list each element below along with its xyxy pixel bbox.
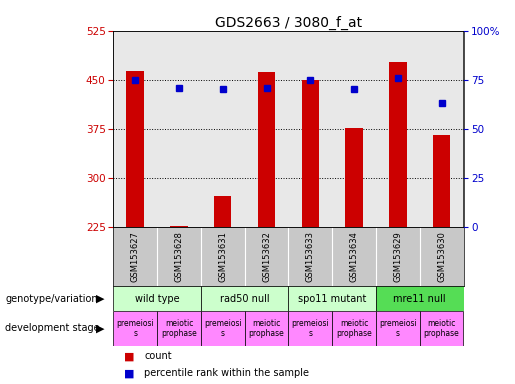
Bar — [433, 135, 450, 227]
Bar — [389, 62, 406, 227]
Text: GSM153628: GSM153628 — [175, 231, 183, 282]
Text: meiotic
prophase: meiotic prophase — [161, 319, 197, 338]
Bar — [126, 71, 144, 227]
Bar — [245, 311, 288, 346]
Text: premeiosi
s: premeiosi s — [291, 319, 329, 338]
Bar — [420, 311, 464, 346]
Bar — [113, 286, 201, 311]
Bar — [201, 286, 288, 311]
Text: spo11 mutant: spo11 mutant — [298, 293, 366, 304]
Text: GSM153634: GSM153634 — [350, 231, 358, 282]
Text: ■: ■ — [124, 368, 134, 378]
Bar — [288, 311, 332, 346]
Text: rad50 null: rad50 null — [220, 293, 269, 304]
Bar — [157, 311, 201, 346]
Text: premeiosi
s: premeiosi s — [204, 319, 242, 338]
Bar — [113, 311, 157, 346]
Text: GSM153630: GSM153630 — [437, 231, 446, 282]
Bar — [376, 311, 420, 346]
Text: count: count — [144, 351, 172, 361]
Bar — [332, 311, 376, 346]
Text: meiotic
prophase: meiotic prophase — [424, 319, 459, 338]
Text: GSM153633: GSM153633 — [306, 231, 315, 282]
Text: GSM153627: GSM153627 — [131, 231, 140, 282]
Text: premeiosi
s: premeiosi s — [116, 319, 154, 338]
Text: ■: ■ — [124, 351, 134, 361]
Text: ▶: ▶ — [96, 293, 105, 304]
Text: GSM153631: GSM153631 — [218, 231, 227, 282]
Bar — [376, 286, 464, 311]
Bar — [258, 72, 275, 227]
Bar — [345, 128, 363, 227]
Text: percentile rank within the sample: percentile rank within the sample — [144, 368, 309, 378]
Bar — [170, 226, 187, 227]
Bar — [301, 80, 319, 227]
Text: GSM153632: GSM153632 — [262, 231, 271, 282]
Bar — [201, 311, 245, 346]
Bar — [288, 286, 376, 311]
Text: genotype/variation: genotype/variation — [5, 293, 98, 304]
Text: GSM153629: GSM153629 — [393, 231, 402, 282]
Text: ▶: ▶ — [96, 323, 105, 333]
Text: premeiosi
s: premeiosi s — [379, 319, 417, 338]
Text: wild type: wild type — [135, 293, 179, 304]
Text: meiotic
prophase: meiotic prophase — [249, 319, 284, 338]
Text: mre11 null: mre11 null — [393, 293, 446, 304]
Title: GDS2663 / 3080_f_at: GDS2663 / 3080_f_at — [215, 16, 362, 30]
Bar — [214, 196, 231, 227]
Text: development stage: development stage — [5, 323, 100, 333]
Text: meiotic
prophase: meiotic prophase — [336, 319, 372, 338]
